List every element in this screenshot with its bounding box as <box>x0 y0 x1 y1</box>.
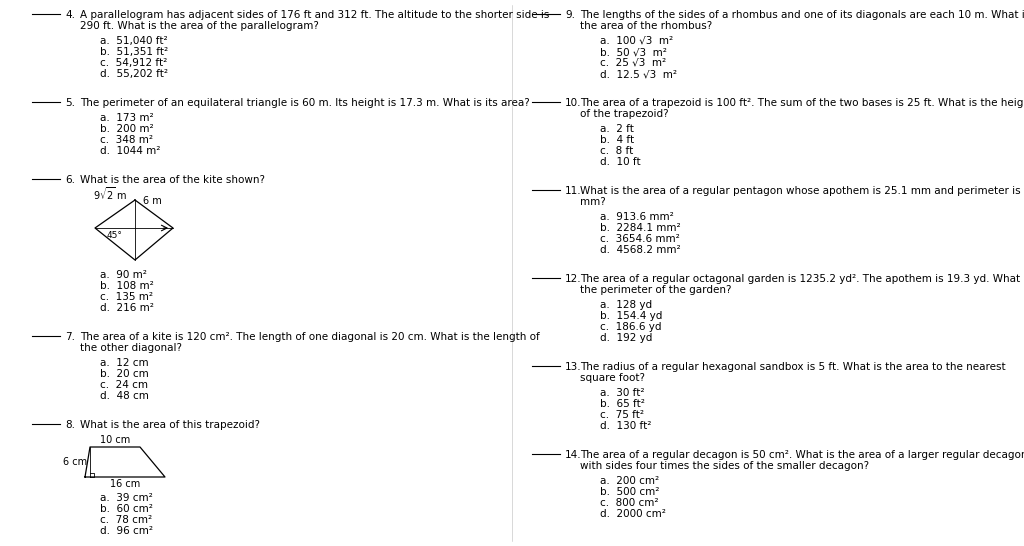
Text: b.  50 √3  m²: b. 50 √3 m² <box>600 47 667 57</box>
Text: 6.: 6. <box>65 175 75 185</box>
Text: a.  173 m²: a. 173 m² <box>100 113 154 123</box>
Text: d.  12.5 √3  m²: d. 12.5 √3 m² <box>600 69 677 79</box>
Text: c.  78 cm²: c. 78 cm² <box>100 515 153 525</box>
Text: 8.: 8. <box>65 420 75 430</box>
Text: b.  60 cm²: b. 60 cm² <box>100 504 153 514</box>
Text: b.  500 cm²: b. 500 cm² <box>600 487 659 497</box>
Text: 9$\sqrt{2}$ m: 9$\sqrt{2}$ m <box>93 186 128 202</box>
Text: 9.: 9. <box>565 10 575 20</box>
Text: 13.: 13. <box>565 362 582 372</box>
Text: d.  48 cm: d. 48 cm <box>100 391 148 401</box>
Text: the other diagonal?: the other diagonal? <box>80 343 182 353</box>
Text: square foot?: square foot? <box>580 373 645 383</box>
Text: 10 cm: 10 cm <box>100 435 130 445</box>
Text: What is the area of a regular pentagon whose apothem is 25.1 mm and perimeter is: What is the area of a regular pentagon w… <box>580 186 1024 196</box>
Text: mm?: mm? <box>580 197 606 207</box>
Text: d.  1044 m²: d. 1044 m² <box>100 146 161 156</box>
Text: c.  3654.6 mm²: c. 3654.6 mm² <box>600 234 680 244</box>
Text: b.  2284.1 mm²: b. 2284.1 mm² <box>600 223 681 233</box>
Text: c.  135 m²: c. 135 m² <box>100 292 153 302</box>
Text: 6 cm: 6 cm <box>62 457 87 467</box>
Text: c.  348 m²: c. 348 m² <box>100 135 153 145</box>
Text: The area of a trapezoid is 100 ft². The sum of the two bases is 25 ft. What is t: The area of a trapezoid is 100 ft². The … <box>580 98 1024 108</box>
Text: 45°: 45° <box>106 231 123 240</box>
Text: d.  96 cm²: d. 96 cm² <box>100 526 153 536</box>
Text: a.  128 yd: a. 128 yd <box>600 300 652 310</box>
Text: d.  130 ft²: d. 130 ft² <box>600 421 651 431</box>
Text: 10.: 10. <box>565 98 582 108</box>
Text: 290 ft. What is the area of the parallelogram?: 290 ft. What is the area of the parallel… <box>80 21 318 31</box>
Text: What is the area of the kite shown?: What is the area of the kite shown? <box>80 175 265 185</box>
Text: the area of the rhombus?: the area of the rhombus? <box>580 21 713 31</box>
Text: d.  216 m²: d. 216 m² <box>100 303 154 313</box>
Text: c.  54,912 ft²: c. 54,912 ft² <box>100 58 167 68</box>
Text: The area of a regular decagon is 50 cm². What is the area of a larger regular de: The area of a regular decagon is 50 cm².… <box>580 450 1024 460</box>
Text: The perimeter of an equilateral triangle is 60 m. Its height is 17.3 m. What is : The perimeter of an equilateral triangle… <box>80 98 529 108</box>
Text: with sides four times the sides of the smaller decagon?: with sides four times the sides of the s… <box>580 461 869 471</box>
Text: b.  154.4 yd: b. 154.4 yd <box>600 311 663 321</box>
Text: b.  51,351 ft²: b. 51,351 ft² <box>100 47 168 57</box>
Text: 16 cm: 16 cm <box>110 479 140 489</box>
Text: b.  65 ft²: b. 65 ft² <box>600 399 645 409</box>
Text: b.  108 m²: b. 108 m² <box>100 281 154 291</box>
Text: a.  200 cm²: a. 200 cm² <box>600 476 659 486</box>
Text: 7.: 7. <box>65 332 75 342</box>
Text: A parallelogram has adjacent sides of 176 ft and 312 ft. The altitude to the sho: A parallelogram has adjacent sides of 17… <box>80 10 549 20</box>
Text: d.  2000 cm²: d. 2000 cm² <box>600 509 666 519</box>
Text: 14.: 14. <box>565 450 582 460</box>
Text: of the trapezoid?: of the trapezoid? <box>580 109 669 119</box>
Text: the perimeter of the garden?: the perimeter of the garden? <box>580 285 731 295</box>
Text: d.  4568.2 mm²: d. 4568.2 mm² <box>600 245 681 255</box>
Text: c.  8 ft: c. 8 ft <box>600 146 633 156</box>
Text: c.  186.6 yd: c. 186.6 yd <box>600 322 662 332</box>
Text: a.  913.6 mm²: a. 913.6 mm² <box>600 212 674 222</box>
Text: The area of a regular octagonal garden is 1235.2 yd². The apothem is 19.3 yd. Wh: The area of a regular octagonal garden i… <box>580 274 1024 284</box>
Text: a.  12 cm: a. 12 cm <box>100 358 148 368</box>
Text: a.  2 ft: a. 2 ft <box>600 124 634 134</box>
Text: c.  25 √3  m²: c. 25 √3 m² <box>600 58 667 68</box>
Text: 5.: 5. <box>65 98 75 108</box>
Text: b.  200 m²: b. 200 m² <box>100 124 154 134</box>
Text: a.  51,040 ft²: a. 51,040 ft² <box>100 36 168 46</box>
Text: The radius of a regular hexagonal sandbox is 5 ft. What is the area to the neare: The radius of a regular hexagonal sandbo… <box>580 362 1006 372</box>
Text: What is the area of this trapezoid?: What is the area of this trapezoid? <box>80 420 260 430</box>
Text: d.  10 ft: d. 10 ft <box>600 157 641 167</box>
Text: The area of a kite is 120 cm². The length of one diagonal is 20 cm. What is the : The area of a kite is 120 cm². The lengt… <box>80 332 540 342</box>
Text: a.  30 ft²: a. 30 ft² <box>600 388 644 398</box>
Text: b.  20 cm: b. 20 cm <box>100 369 148 379</box>
Text: a.  100 √3  m²: a. 100 √3 m² <box>600 36 673 46</box>
Text: The lengths of the sides of a rhombus and one of its diagonals are each 10 m. Wh: The lengths of the sides of a rhombus an… <box>580 10 1024 20</box>
Text: 6 m: 6 m <box>143 196 162 206</box>
Text: c.  24 cm: c. 24 cm <box>100 380 148 390</box>
Text: 11.: 11. <box>565 186 582 196</box>
Text: d.  192 yd: d. 192 yd <box>600 333 652 343</box>
Text: c.  75 ft²: c. 75 ft² <box>600 410 644 420</box>
Text: a.  39 cm²: a. 39 cm² <box>100 493 153 503</box>
Text: c.  800 cm²: c. 800 cm² <box>600 498 658 508</box>
Text: d.  55,202 ft²: d. 55,202 ft² <box>100 69 168 79</box>
Text: a.  90 m²: a. 90 m² <box>100 270 146 280</box>
Text: 4.: 4. <box>65 10 75 20</box>
Text: 12.: 12. <box>565 274 582 284</box>
Text: b.  4 ft: b. 4 ft <box>600 135 634 145</box>
